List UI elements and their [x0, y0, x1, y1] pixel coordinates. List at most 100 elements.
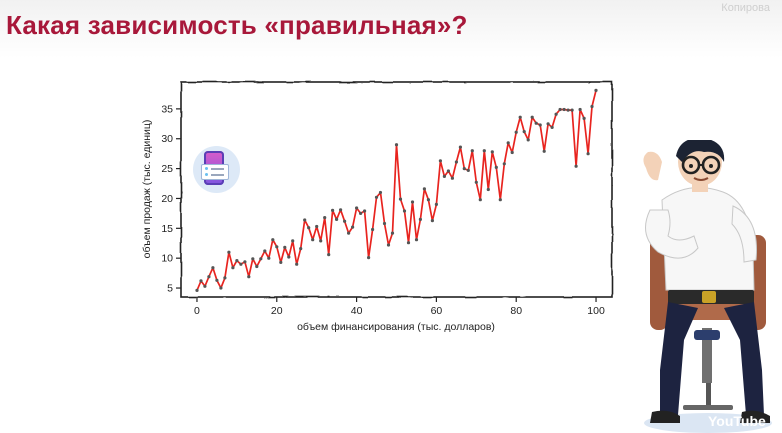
data-point [466, 168, 470, 172]
data-point [486, 187, 490, 192]
y-tick-label: 30 [161, 133, 173, 145]
slide-title: Какая зависимость «правильная»? [6, 10, 468, 40]
data-point [307, 226, 311, 230]
data-point [542, 149, 546, 153]
data-point [518, 115, 522, 119]
data-point [367, 256, 371, 260]
data-point [275, 245, 279, 249]
data-point [243, 260, 247, 264]
data-point [426, 198, 430, 202]
data-point [295, 262, 299, 266]
data-point [339, 208, 343, 212]
data-point [554, 112, 558, 116]
x-axis-label: объем финансирования (тыс. долларов) [297, 321, 495, 333]
data-point [390, 231, 395, 235]
youtube-watermark: YouTube [708, 413, 766, 429]
data-point [315, 224, 319, 229]
x-tick-label: 40 [351, 305, 363, 317]
data-point [335, 217, 339, 221]
data-point [363, 209, 367, 213]
data-point [402, 209, 407, 213]
data-point [478, 198, 482, 202]
data-point [398, 197, 403, 201]
data-point [590, 104, 594, 109]
y-tick-label: 35 [161, 103, 173, 115]
data-point [215, 278, 219, 282]
x-tick-label: 60 [431, 305, 443, 317]
data-point [582, 116, 586, 120]
data-point [291, 239, 295, 243]
data-point [371, 227, 375, 232]
data-point [534, 121, 538, 125]
x-tick-label: 20 [271, 305, 283, 317]
data-point [259, 257, 263, 261]
phone-icon [193, 146, 240, 193]
data-point [450, 176, 454, 180]
data-point [438, 159, 442, 163]
data-point [351, 225, 355, 229]
y-tick-label: 5 [167, 283, 173, 295]
data-point [271, 238, 275, 242]
y-tick-label: 15 [161, 223, 173, 235]
data-point [287, 255, 291, 259]
y-axis-label: объем продаж (тыс. единиц) [141, 120, 153, 259]
channel-label: Копирова [721, 2, 770, 14]
data-point [247, 275, 251, 279]
data-point [195, 288, 199, 292]
y-tick-label: 25 [161, 163, 173, 175]
data-point [514, 130, 518, 134]
data-point [490, 150, 494, 154]
data-point [207, 275, 211, 279]
data-point [498, 198, 502, 202]
data-point [263, 249, 267, 253]
data-point [327, 253, 331, 257]
y-tick-label: 10 [161, 253, 173, 265]
data-point [538, 123, 542, 127]
data-point [343, 219, 347, 223]
x-tick-label: 100 [587, 305, 605, 317]
data-point [522, 130, 526, 134]
data-point [239, 262, 243, 266]
data-point [578, 107, 582, 112]
data-point [355, 206, 359, 210]
data-point [303, 218, 307, 222]
data-point [223, 276, 227, 280]
data-point [506, 141, 510, 145]
data-point [211, 266, 215, 270]
data-point [203, 284, 207, 288]
data-point [347, 231, 351, 235]
data-point [474, 180, 478, 184]
data-point [570, 108, 574, 112]
data-point [530, 115, 534, 119]
presenter-character [643, 140, 772, 433]
x-tick-label: 80 [510, 305, 522, 317]
data-point [378, 190, 383, 195]
data-point [267, 256, 271, 260]
data-point [526, 138, 530, 142]
title-bar [0, 0, 782, 58]
data-point [434, 202, 438, 206]
data-point [422, 187, 426, 191]
data-point [199, 279, 203, 283]
data-point [558, 107, 562, 112]
data-point [255, 264, 259, 269]
data-point [430, 219, 434, 223]
data-point [462, 167, 466, 171]
data-point [594, 88, 598, 92]
data-point [386, 243, 391, 247]
data-point [311, 238, 315, 242]
data-point [283, 245, 287, 249]
data-point [406, 241, 411, 245]
data-point [458, 145, 462, 149]
data-point [418, 217, 422, 221]
y-axis: 5 10 15 20 25 30 35 [161, 103, 181, 295]
data-point [382, 221, 387, 226]
data-point [323, 216, 327, 220]
data-point [566, 108, 570, 112]
data-point [359, 211, 363, 215]
data-point [331, 208, 335, 212]
data-point [374, 195, 379, 199]
x-axis: 0 20 40 60 80 100 [194, 297, 605, 317]
data-point [414, 238, 419, 242]
